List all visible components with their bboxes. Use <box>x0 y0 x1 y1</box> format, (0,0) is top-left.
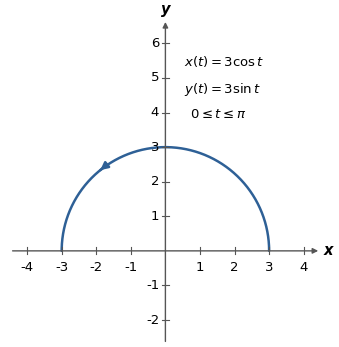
Text: $x(t) = 3\mathrm{cos}\,t$: $x(t) = 3\mathrm{cos}\,t$ <box>184 54 265 69</box>
Text: y: y <box>161 2 170 17</box>
Text: -4: -4 <box>21 261 34 273</box>
Text: 3: 3 <box>151 141 159 154</box>
Text: -2: -2 <box>146 314 159 327</box>
Text: 3: 3 <box>265 261 273 273</box>
Text: 6: 6 <box>151 37 159 50</box>
Text: 1: 1 <box>196 261 204 273</box>
Text: -1: -1 <box>124 261 137 273</box>
Text: 1: 1 <box>151 210 159 223</box>
Text: 5: 5 <box>151 71 159 84</box>
Text: $y(t) = 3\mathrm{sin}\,t$: $y(t) = 3\mathrm{sin}\,t$ <box>184 81 262 98</box>
Text: -3: -3 <box>55 261 68 273</box>
Text: -2: -2 <box>89 261 103 273</box>
Text: 4: 4 <box>300 261 308 273</box>
Text: 4: 4 <box>151 106 159 119</box>
Text: $0 \leq t \leq \pi$: $0 \leq t \leq \pi$ <box>190 108 246 121</box>
Text: x: x <box>324 243 333 259</box>
Text: -1: -1 <box>146 279 159 292</box>
Text: 2: 2 <box>230 261 239 273</box>
Text: 2: 2 <box>151 175 159 188</box>
